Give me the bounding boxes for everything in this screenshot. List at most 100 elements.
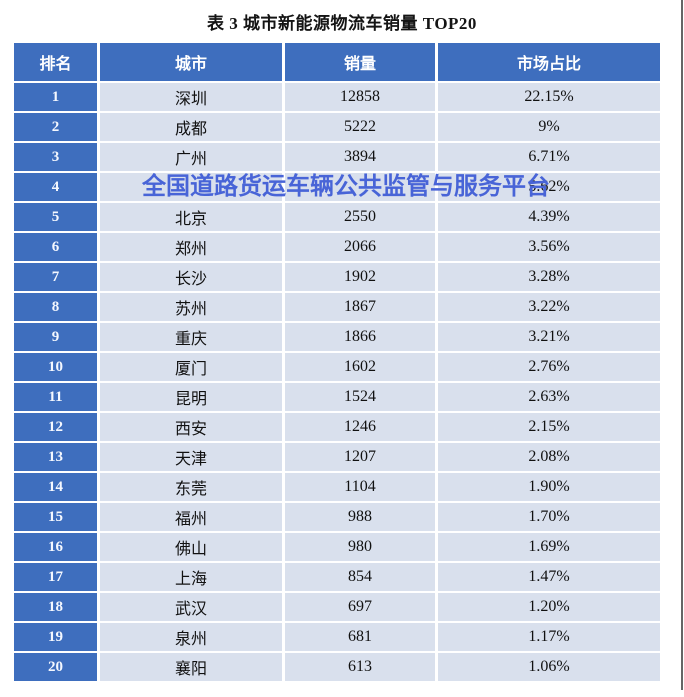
table-row: 6 郑州 2066 3.56% <box>14 233 660 261</box>
rank-cell: 1 <box>14 83 97 111</box>
rank-cell: 14 <box>14 473 97 501</box>
share-cell: 1.06% <box>438 653 660 681</box>
sales-cell: 5222 <box>285 113 435 141</box>
share-cell: 9% <box>438 113 660 141</box>
rank-cell: 15 <box>14 503 97 531</box>
rank-cell: 9 <box>14 323 97 351</box>
sales-cell: 613 <box>285 653 435 681</box>
city-cell: 武汉 <box>100 593 282 621</box>
table-title: 表 3 城市新能源物流车销量 TOP20 <box>207 14 477 33</box>
share-cell: 1.17% <box>438 623 660 651</box>
table-row: 15 福州 988 1.70% <box>14 503 660 531</box>
sales-cell: 854 <box>285 563 435 591</box>
rank-cell: 4 <box>14 173 97 201</box>
table-row: 12 西安 1246 2.15% <box>14 413 660 441</box>
sales-cell: 1867 <box>285 293 435 321</box>
share-cell: 1.69% <box>438 533 660 561</box>
table-row: 16 佛山 980 1.69% <box>14 533 660 561</box>
city-cell: 深圳 <box>100 83 282 111</box>
table-row: 14 东莞 1104 1.90% <box>14 473 660 501</box>
table-row: 7 长沙 1902 3.28% <box>14 263 660 291</box>
table-row: 20 襄阳 613 1.06% <box>14 653 660 681</box>
rank-cell: 16 <box>14 533 97 561</box>
sales-cell: 12858 <box>285 83 435 111</box>
table-row: 9 重庆 1866 3.21% <box>14 323 660 351</box>
sales-cell: 697 <box>285 593 435 621</box>
share-cell: 3.56% <box>438 233 660 261</box>
sales-cell: 681 <box>285 623 435 651</box>
table-body: 1 深圳 12858 22.15% 2 成都 5222 9% 3 广州 3894 6.71% 4 5.62… <box>14 83 660 681</box>
city-cell: 广州 <box>100 143 282 171</box>
rank-cell: 5 <box>14 203 97 231</box>
city-cell: 昆明 <box>100 383 282 411</box>
table-row: 4 5.62% <box>14 173 660 201</box>
city-cell: 厦门 <box>100 353 282 381</box>
city-cell: 佛山 <box>100 533 282 561</box>
city-cell: 福州 <box>100 503 282 531</box>
city-cell <box>100 173 282 201</box>
sales-cell: 1602 <box>285 353 435 381</box>
sales-cell: 980 <box>285 533 435 561</box>
rank-cell: 12 <box>14 413 97 441</box>
table-row: 5 北京 2550 4.39% <box>14 203 660 231</box>
table-row: 3 广州 3894 6.71% <box>14 143 660 171</box>
city-cell: 襄阳 <box>100 653 282 681</box>
rank-cell: 10 <box>14 353 97 381</box>
sales-cell: 988 <box>285 503 435 531</box>
share-cell: 1.47% <box>438 563 660 591</box>
table-header: 排名 城市 销量 市场占比 <box>14 43 660 81</box>
rank-cell: 8 <box>14 293 97 321</box>
sales-cell: 1104 <box>285 473 435 501</box>
table-row: 18 武汉 697 1.20% <box>14 593 660 621</box>
header-row: 排名 城市 销量 市场占比 <box>14 43 660 81</box>
sales-cell: 2550 <box>285 203 435 231</box>
rank-cell: 11 <box>14 383 97 411</box>
rank-cell: 2 <box>14 113 97 141</box>
table-row: 2 成都 5222 9% <box>14 113 660 141</box>
city-cell: 苏州 <box>100 293 282 321</box>
column-header-rank: 排名 <box>14 43 97 81</box>
share-cell: 3.21% <box>438 323 660 351</box>
share-cell: 2.08% <box>438 443 660 471</box>
sales-cell: 1866 <box>285 323 435 351</box>
share-cell: 2.63% <box>438 383 660 411</box>
city-cell: 天津 <box>100 443 282 471</box>
sales-cell: 1524 <box>285 383 435 411</box>
share-cell: 4.39% <box>438 203 660 231</box>
city-cell: 重庆 <box>100 323 282 351</box>
rank-cell: 18 <box>14 593 97 621</box>
table-row: 13 天津 1207 2.08% <box>14 443 660 471</box>
rank-cell: 6 <box>14 233 97 261</box>
city-cell: 东莞 <box>100 473 282 501</box>
city-cell: 郑州 <box>100 233 282 261</box>
sales-table: 排名 城市 销量 市场占比 1 深圳 12858 22.15% 2 成都 5222 9% 3 广州… <box>11 41 663 683</box>
rank-cell: 20 <box>14 653 97 681</box>
share-cell: 2.76% <box>438 353 660 381</box>
table-row: 17 上海 854 1.47% <box>14 563 660 591</box>
rank-cell: 13 <box>14 443 97 471</box>
rank-cell: 19 <box>14 623 97 651</box>
share-cell: 5.62% <box>438 173 660 201</box>
city-cell: 泉州 <box>100 623 282 651</box>
sales-cell: 2066 <box>285 233 435 261</box>
share-cell: 3.28% <box>438 263 660 291</box>
table-row: 1 深圳 12858 22.15% <box>14 83 660 111</box>
share-cell: 1.20% <box>438 593 660 621</box>
share-cell: 22.15% <box>438 83 660 111</box>
column-header-share: 市场占比 <box>438 43 660 81</box>
table-row: 10 厦门 1602 2.76% <box>14 353 660 381</box>
share-cell: 2.15% <box>438 413 660 441</box>
share-cell: 1.70% <box>438 503 660 531</box>
city-cell: 成都 <box>100 113 282 141</box>
table-row: 11 昆明 1524 2.63% <box>14 383 660 411</box>
share-cell: 1.90% <box>438 473 660 501</box>
page-right-border <box>681 0 683 690</box>
city-cell: 上海 <box>100 563 282 591</box>
city-cell: 北京 <box>100 203 282 231</box>
rank-cell: 7 <box>14 263 97 291</box>
city-cell: 长沙 <box>100 263 282 291</box>
table-row: 8 苏州 1867 3.22% <box>14 293 660 321</box>
share-cell: 3.22% <box>438 293 660 321</box>
rank-cell: 3 <box>14 143 97 171</box>
